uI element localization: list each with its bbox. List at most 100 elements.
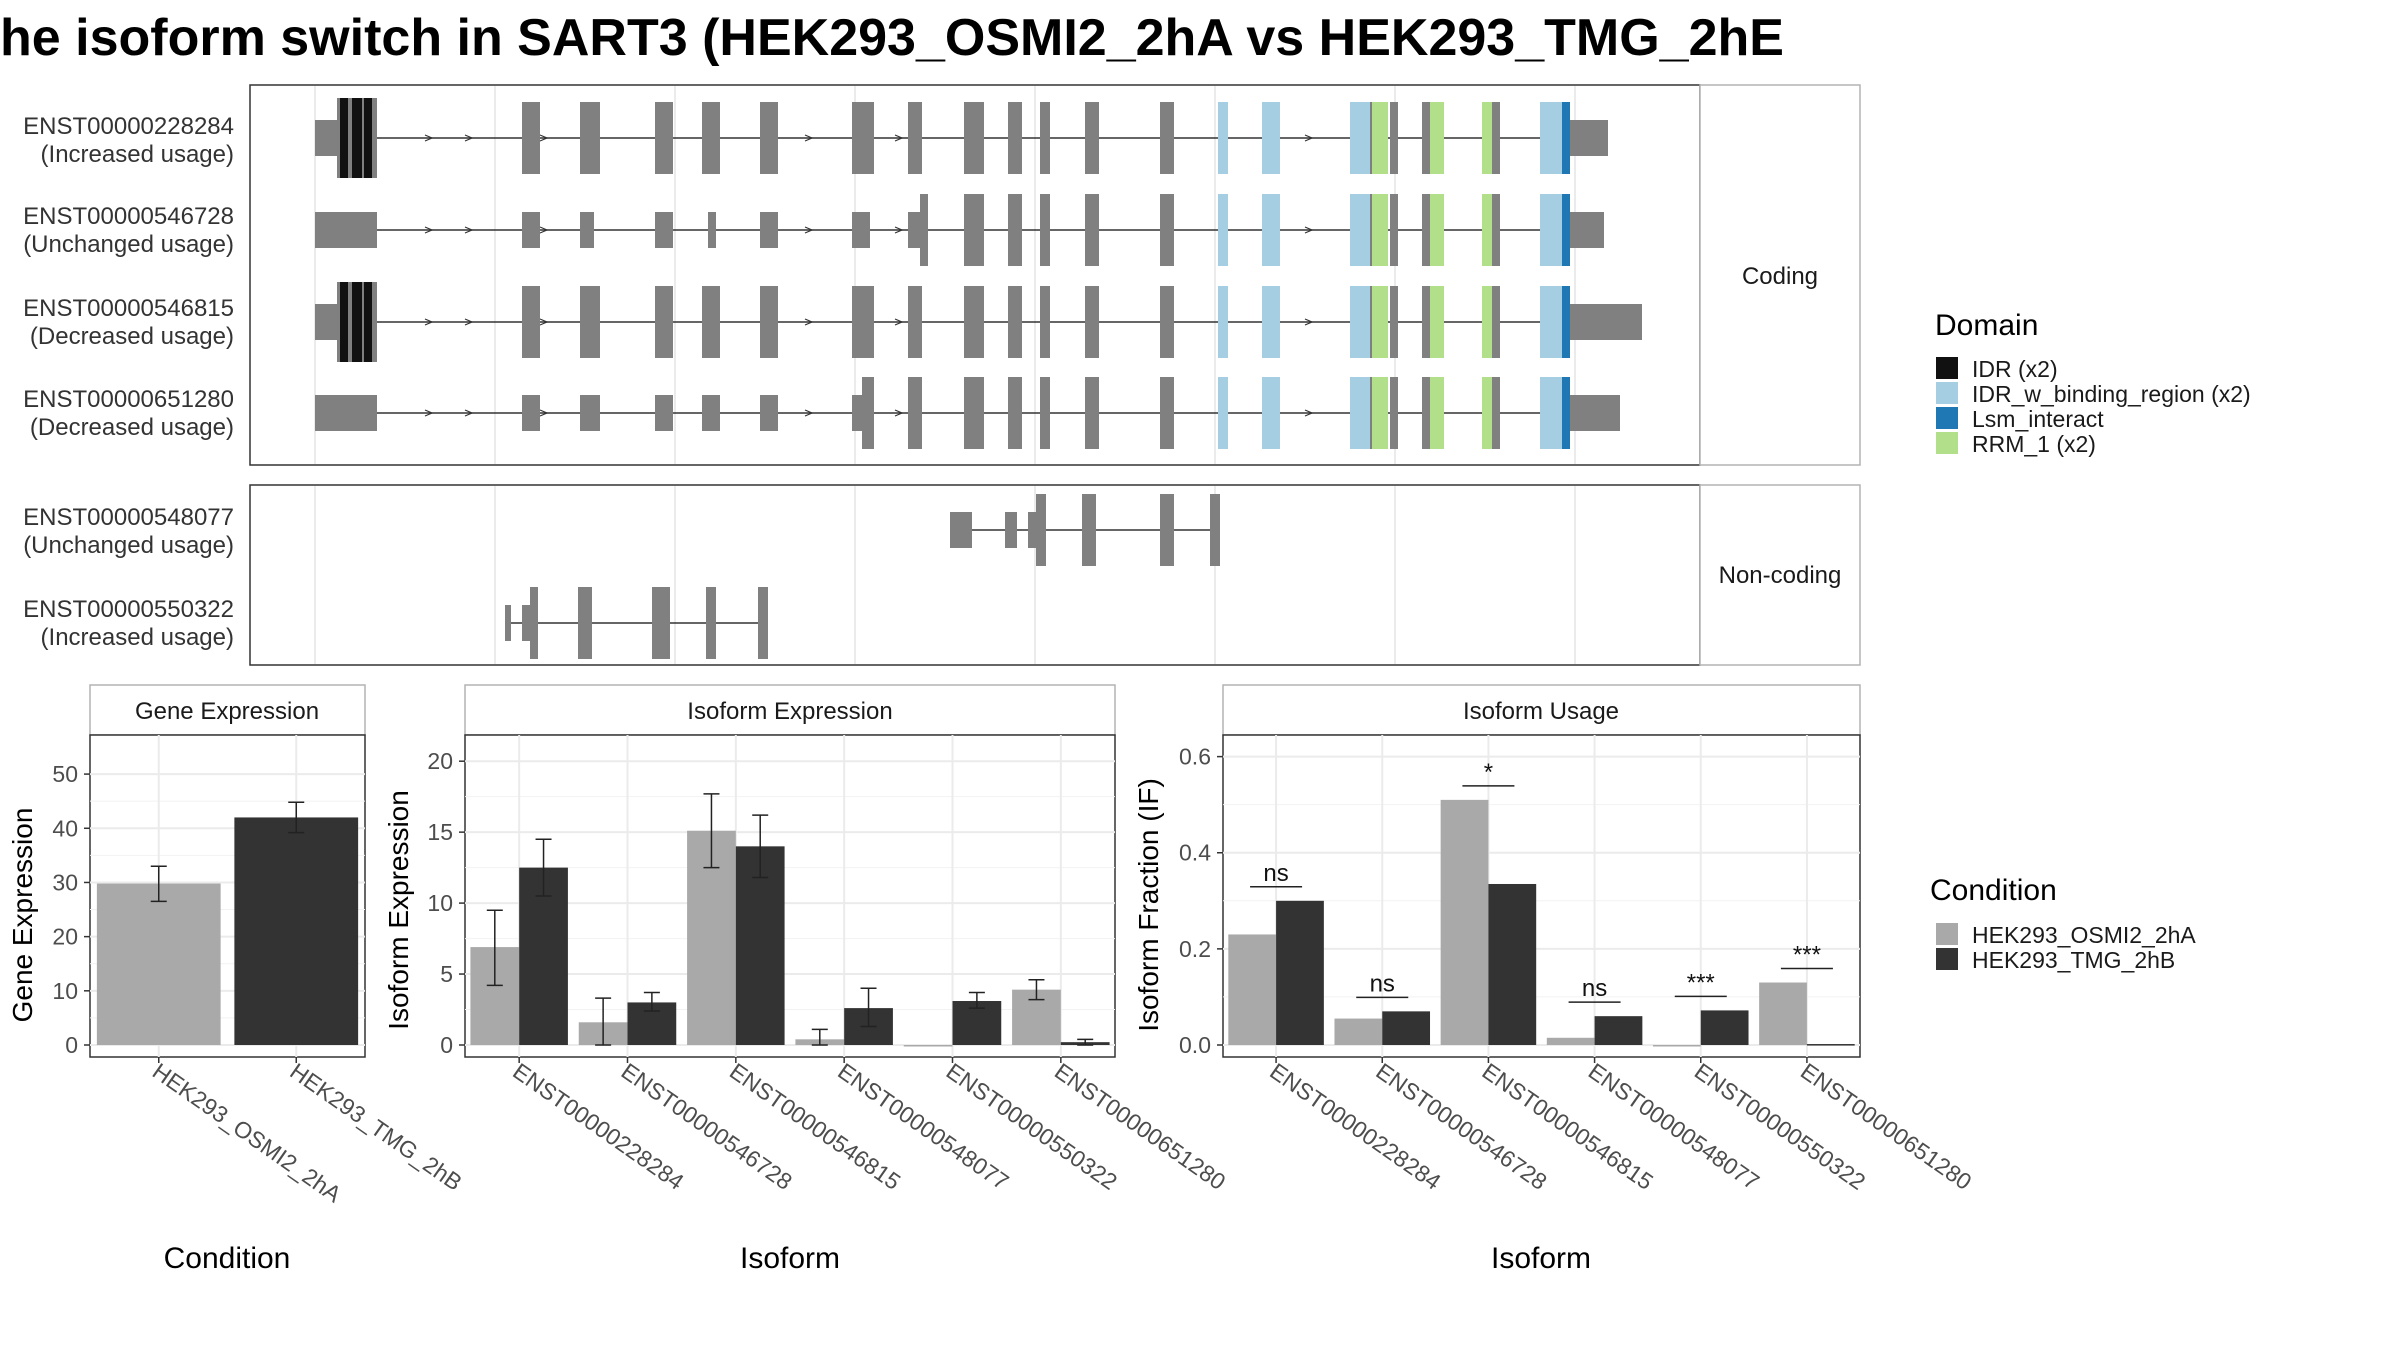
bar bbox=[1382, 1011, 1431, 1045]
exon bbox=[1422, 286, 1430, 358]
transcript-id-label: ENST00000548077 bbox=[23, 504, 234, 531]
exon bbox=[1085, 102, 1099, 174]
domain-idr-binding bbox=[1218, 377, 1228, 449]
exon bbox=[578, 587, 592, 659]
noncoding-strip-label: Non-coding bbox=[1719, 562, 1842, 589]
legend-label-idr: IDR (x2) bbox=[1972, 356, 2058, 382]
strand-arrow bbox=[804, 134, 814, 142]
domain-rrm bbox=[1430, 194, 1444, 266]
y-tick-label: 0.2 bbox=[1179, 936, 1211, 962]
domain-idr-binding bbox=[1262, 194, 1280, 266]
domain-rrm bbox=[1430, 286, 1444, 358]
exon bbox=[522, 395, 540, 431]
legend-label-osmi2: HEK293_OSMI2_2hA bbox=[1972, 922, 2196, 948]
domain-idr-binding bbox=[1350, 194, 1370, 266]
domain-idr bbox=[352, 98, 362, 178]
transcript-tracks bbox=[315, 98, 1642, 659]
exon bbox=[1422, 102, 1430, 174]
strand-arrow bbox=[539, 409, 549, 417]
exon bbox=[522, 212, 540, 248]
significance-label: *** bbox=[1687, 969, 1715, 996]
exon bbox=[315, 304, 337, 340]
y-tick-label: 10 bbox=[52, 978, 78, 1004]
exon bbox=[1160, 102, 1174, 174]
bar bbox=[1594, 1016, 1643, 1045]
strand-arrow bbox=[464, 226, 474, 234]
bar bbox=[1806, 1044, 1855, 1046]
y-tick-label: 30 bbox=[52, 869, 78, 895]
domain-rrm bbox=[1372, 194, 1388, 266]
exon bbox=[862, 377, 874, 449]
legend-label-rrm: RRM_1 (x2) bbox=[1972, 431, 2096, 457]
bar bbox=[1700, 1010, 1749, 1045]
y-tick-label: 20 bbox=[52, 924, 78, 950]
strand-arrow bbox=[1304, 134, 1314, 142]
domain-rrm bbox=[1482, 194, 1492, 266]
bar bbox=[96, 883, 221, 1045]
strand-arrow bbox=[424, 134, 434, 142]
domain-idr bbox=[340, 98, 348, 178]
strand-arrow bbox=[539, 318, 549, 326]
exon bbox=[1390, 194, 1398, 266]
exon bbox=[580, 212, 594, 248]
exon bbox=[1040, 194, 1050, 266]
strand-arrow bbox=[424, 226, 434, 234]
exon bbox=[1085, 194, 1099, 266]
utr bbox=[1570, 120, 1608, 156]
panel-frame bbox=[1222, 734, 1861, 1058]
strand-arrow bbox=[894, 409, 904, 417]
legend-label-lsm: Lsm_interact bbox=[1972, 406, 2104, 432]
exon bbox=[580, 395, 600, 431]
exon bbox=[950, 512, 972, 548]
exon bbox=[1082, 494, 1096, 566]
exon bbox=[908, 377, 922, 449]
exon bbox=[1390, 286, 1398, 358]
exon bbox=[1008, 377, 1022, 449]
noncoding-panel-frame bbox=[249, 484, 1701, 666]
panel-strip-gene-expression bbox=[89, 684, 366, 736]
bar bbox=[1546, 1037, 1595, 1045]
bar bbox=[1652, 1045, 1701, 1047]
exon bbox=[522, 286, 540, 358]
exon bbox=[580, 102, 600, 174]
domain-rrm bbox=[1482, 102, 1492, 174]
domain-rrm bbox=[1372, 286, 1388, 358]
utr bbox=[315, 395, 377, 431]
domain-legend-title: Domain bbox=[1935, 309, 2038, 342]
y-tick-label: 0 bbox=[65, 1032, 78, 1058]
exon bbox=[708, 212, 716, 248]
domain-idr-binding bbox=[1540, 102, 1562, 174]
exon bbox=[760, 212, 778, 248]
strand-arrow bbox=[894, 134, 904, 142]
exon bbox=[1040, 494, 1046, 566]
exon bbox=[1422, 194, 1430, 266]
transcript-structure-panel: Coding Non-coding ENST00000228284 (Incre… bbox=[23, 84, 1861, 666]
legend-label-tmg: HEK293_TMG_2hB bbox=[1972, 947, 2175, 973]
y-tick-label: 0.0 bbox=[1179, 1032, 1211, 1058]
coding-strip-label: Coding bbox=[1742, 263, 1818, 290]
x-tick-label: ENST00000546728 bbox=[1371, 1058, 1551, 1195]
strand-arrow bbox=[804, 409, 814, 417]
exon bbox=[655, 286, 673, 358]
transcript-usage-label: (Decreased usage) bbox=[30, 323, 234, 350]
panel-title-isoform-expression: Isoform Expression bbox=[687, 698, 892, 725]
exon bbox=[1085, 377, 1099, 449]
transcript-usage-label: (Increased usage) bbox=[41, 141, 234, 168]
domain-lsm bbox=[1562, 194, 1570, 266]
legend-swatch-rrm bbox=[1936, 432, 1958, 454]
domain-legend: Domain IDR (x2) IDR_w_binding_region (x2… bbox=[1935, 309, 2251, 457]
y-tick-label: 0.4 bbox=[1179, 840, 1211, 866]
y-tick-label: 5 bbox=[440, 961, 453, 987]
bar bbox=[903, 1045, 953, 1047]
exon bbox=[655, 212, 673, 248]
strand-arrow bbox=[1304, 226, 1314, 234]
exon bbox=[964, 194, 984, 266]
panel-frame bbox=[464, 734, 1116, 1058]
exon bbox=[580, 286, 600, 358]
bar bbox=[735, 846, 785, 1045]
bar bbox=[234, 817, 359, 1045]
bar bbox=[1276, 900, 1324, 1045]
exon bbox=[758, 587, 768, 659]
noncoding-strip-box bbox=[1699, 484, 1861, 666]
transcript-labels: ENST00000228284 (Increased usage) ENST00… bbox=[23, 113, 234, 651]
